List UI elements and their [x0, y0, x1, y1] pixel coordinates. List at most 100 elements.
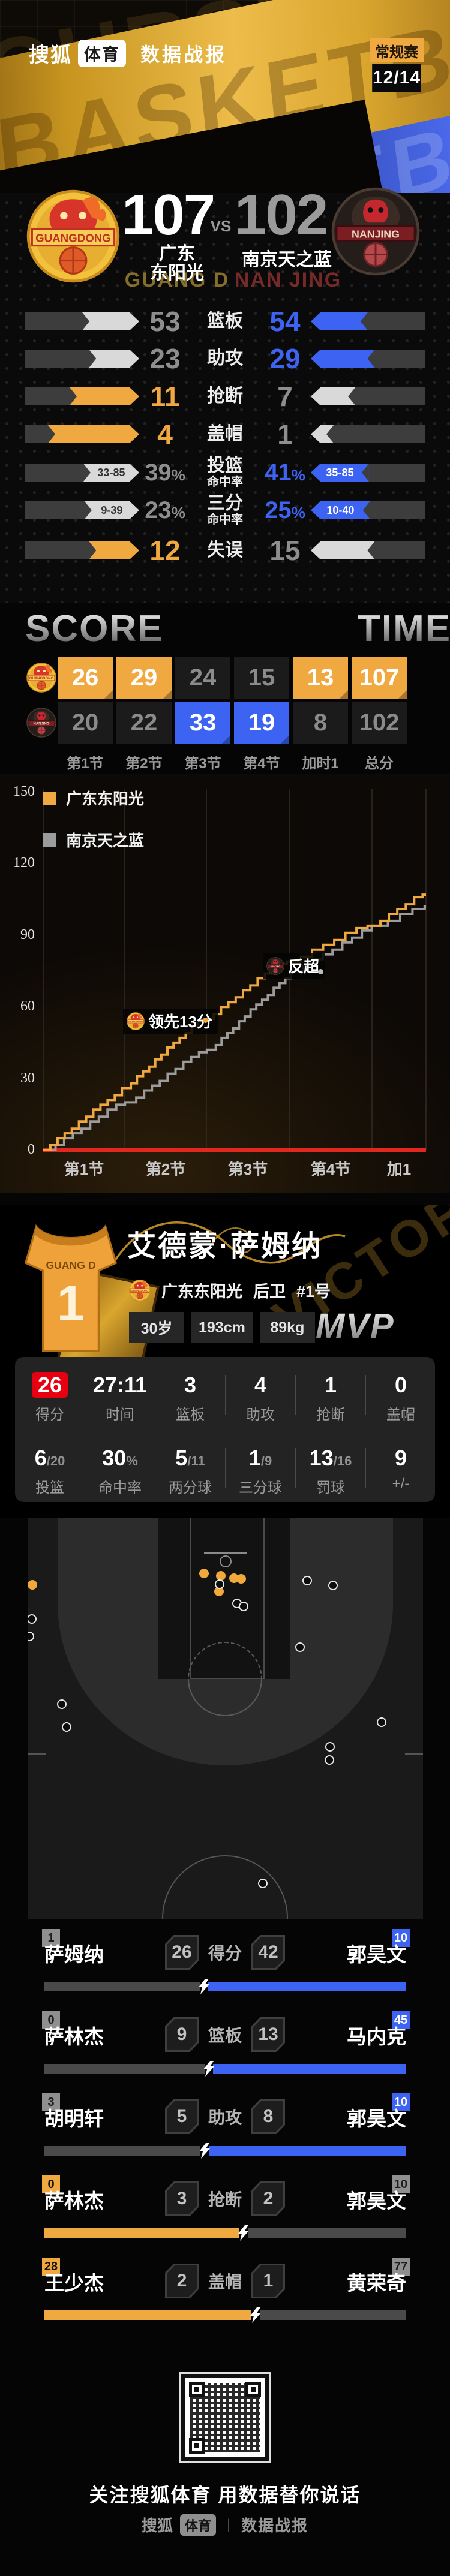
quarter-score-cell: 8 — [293, 702, 348, 744]
annotation-team-logo — [127, 1012, 145, 1030]
x-axis-label: 第4节 — [310, 1160, 351, 1178]
mvp-stat: 26 得分 — [15, 1372, 85, 1424]
shot-missed — [377, 1717, 386, 1727]
duel-bar-left — [44, 2146, 200, 2156]
footer-section: 关注搜狐体育 用数据替你说话 搜狐 体育 | 数据战报 — [0, 2363, 450, 2576]
x-axis-label: 第2节 — [145, 1160, 186, 1178]
mvp-stat: 1 抢断 — [316, 1373, 345, 1423]
series-line-home — [43, 893, 426, 1151]
duel-bar — [44, 2307, 406, 2323]
duel-left-player: 1 萨姆纳 — [42, 1929, 104, 1967]
away-score: 102 — [234, 183, 328, 247]
duel-right-value: 1 — [251, 2264, 286, 2298]
team-stat-row: 53 54 篮板 — [0, 305, 450, 338]
duel-right-badge: 45 — [392, 2011, 410, 2029]
mvp-stat: 9 +/- — [392, 1446, 410, 1492]
duel-left-player: 0 萨林杰 — [42, 2175, 104, 2214]
away-stat-fill — [311, 312, 368, 330]
team-stat-row: 12 15 失误 — [0, 534, 450, 567]
duel-bar — [44, 2143, 406, 2159]
home-stat-fill — [89, 541, 139, 559]
duel-right-name: 郭昊文 — [347, 2190, 406, 2212]
y-axis-tick: 60 — [20, 998, 35, 1015]
away-stat-fill — [311, 350, 375, 368]
lightning-icon — [238, 2225, 249, 2241]
mvp-stat: 3 篮板 — [176, 1373, 205, 1423]
column-divider — [365, 1375, 366, 1415]
duel-row: 28 王少杰 77 黄荣奇 2 盖帽 1 — [0, 2255, 450, 2333]
away-stat-bar — [311, 350, 425, 368]
chevron-notch — [83, 464, 91, 482]
away-name-ghost: NAN JING — [234, 269, 342, 291]
qr-caption: 关注搜狐体育 用数据替你说话 — [89, 2484, 361, 2506]
stat-label: 抢断 — [207, 386, 243, 406]
duel-values: 9 篮板 13 — [164, 2017, 286, 2052]
footer-sports-badge: 体育 — [179, 2514, 216, 2536]
duel-row: 1 萨姆纳 10 郭昊文 26 得分 42 — [0, 1927, 450, 2005]
chevron-notch — [362, 501, 370, 519]
brand-lockup: 搜狐 体育 数据战报 — [29, 38, 227, 68]
mvp-team: 广东东阳光 — [161, 1283, 242, 1301]
quarter-score-cell: 26 — [58, 657, 113, 699]
quarter-header: 第2节 — [125, 756, 163, 772]
mvp-player-info: 广东东阳光 后卫 #1号 — [129, 1278, 331, 1302]
mvp-stat: 5/11 两分球 — [169, 1446, 212, 1496]
shot-missed — [28, 1632, 34, 1641]
shot-missed — [328, 1581, 338, 1590]
mvp-tag: 193cm — [191, 1312, 253, 1343]
shot-made — [199, 1569, 209, 1578]
mvp-number: #1号 — [296, 1283, 331, 1301]
y-axis-tick: 30 — [20, 1070, 35, 1086]
home-row-logo — [26, 663, 56, 693]
quarter-score-cell: 19 — [234, 702, 289, 744]
duel-left-player: 28 王少杰 — [42, 2258, 104, 2296]
team-stat-row: 4 1 盖帽 — [0, 417, 450, 451]
home-stat-bar — [25, 387, 139, 405]
shot-missed — [62, 1722, 71, 1732]
duel-left-value: 9 — [164, 2017, 199, 2052]
shot-missed — [325, 1742, 335, 1752]
quarter-header: 加时1 — [302, 756, 339, 772]
score-heading: SCORE — [25, 608, 164, 649]
away-stat-fill: 35-85 — [311, 464, 369, 482]
series-line-away — [43, 905, 426, 1151]
duel-stat-label: 篮板 — [208, 2026, 242, 2045]
away-attempts: 10-40 — [326, 504, 355, 516]
qr-finder — [189, 2438, 205, 2454]
home-stat-bar — [25, 312, 139, 330]
shot-missed — [258, 1879, 268, 1888]
duel-stat-label: 得分 — [208, 1944, 242, 1963]
duel-left-badge: 1 — [42, 1929, 60, 1947]
duel-right-badge: 77 — [392, 2258, 410, 2276]
y-axis-tick: 150 — [13, 784, 35, 799]
annotation-dot — [203, 1018, 208, 1023]
mvp-stat: 6/20 投篮 — [34, 1446, 65, 1496]
away-stat-value: 7 — [277, 381, 293, 412]
x-axis-label: 加1 — [386, 1160, 412, 1178]
away-stat-fill — [311, 541, 375, 559]
quarter-header: 总分 — [365, 756, 394, 772]
legend-away: 南京天之蓝 — [43, 829, 144, 851]
home-name-ghost: GUANG D — [124, 269, 230, 291]
shot-chart — [28, 1518, 423, 1919]
chevron-notch — [367, 541, 375, 559]
mvp-team-logo — [129, 1280, 151, 1301]
shot-made — [28, 1580, 37, 1590]
duel-bar — [44, 1979, 406, 1994]
duel-left-value: 3 — [164, 2181, 199, 2216]
mvp-stats-panel: 26 得分 27:11 时间 3 篮板 4 助攻 1 抢断 0 盖帽 6/20 投篮 30% 命中率 5/11 两… — [15, 1357, 435, 1502]
duel-right-player: 45 马内克 — [347, 2011, 410, 2050]
season-badge: 常规赛 — [370, 38, 424, 62]
duel-right-player: 10 郭昊文 — [347, 2175, 410, 2214]
quarter-score-cell: 24 — [175, 657, 230, 699]
quarter-header: 第1节 — [67, 756, 104, 772]
duel-left-name: 萨姆纳 — [44, 1943, 104, 1966]
duel-values: 5 助攻 8 — [164, 2099, 286, 2134]
stat-label: 篮板 — [207, 311, 243, 331]
duel-left-value: 2 — [164, 2264, 199, 2298]
mvp-stat: 1/9 三分球 — [239, 1446, 282, 1496]
duel-right-player: 10 郭昊文 — [347, 2093, 410, 2132]
annotation-bubble: 领先13分 — [123, 1009, 218, 1034]
duel-left-value: 26 — [164, 1935, 199, 1970]
duel-row: 0 萨林杰 45 马内克 9 篮板 13 — [0, 2009, 450, 2087]
